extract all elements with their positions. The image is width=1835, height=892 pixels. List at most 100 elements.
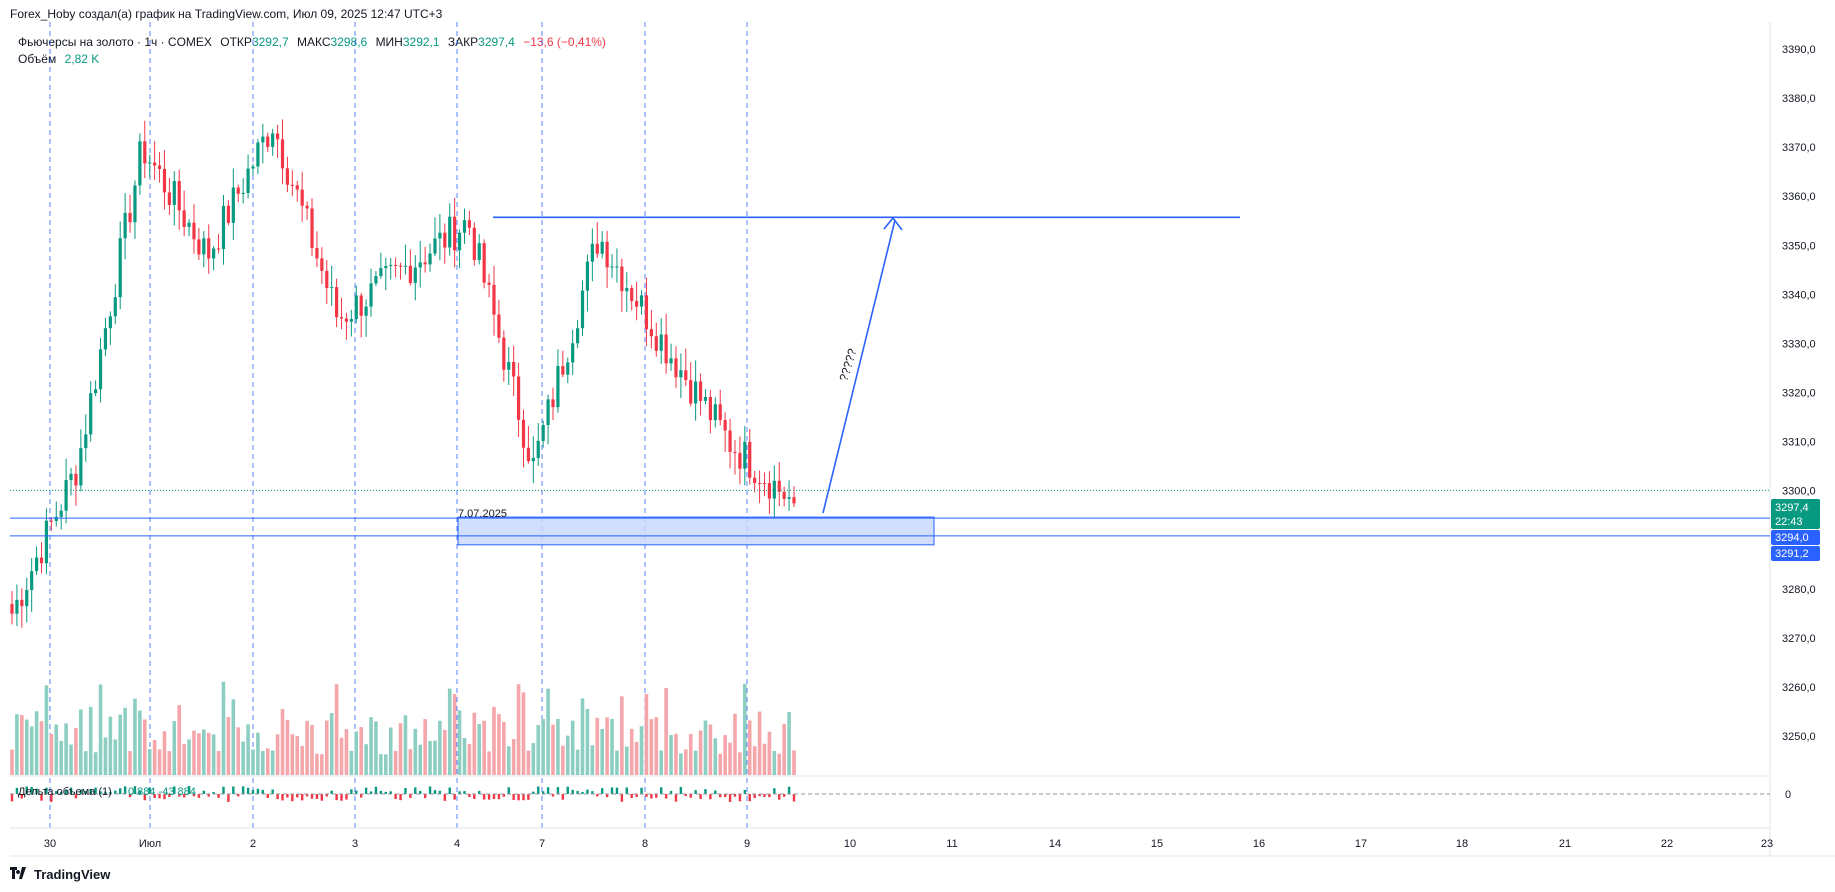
- candle-body: [261, 136, 265, 143]
- volume-bar: [211, 734, 216, 775]
- time-tick-label: 30: [44, 838, 56, 850]
- delta-bar: [133, 786, 137, 794]
- delta-bar: [359, 794, 363, 798]
- volume-bar: [83, 751, 88, 775]
- candle-body: [595, 243, 599, 254]
- time-tick-label: 3: [352, 838, 358, 850]
- volume-legend[interactable]: Объём 2,82 K: [18, 52, 99, 66]
- delta-bar: [650, 794, 653, 799]
- symbol-legend[interactable]: Фьючерсы на золото · 1ч · COMEX ОТКР3292…: [18, 35, 606, 49]
- candle-body: [566, 362, 570, 375]
- time-axis-ticks: 30 Июл 2 3 4 7 8 9 10 11 14 15 16 17 18 21 22 23: [44, 838, 1773, 850]
- volume-bar: [669, 734, 673, 775]
- volume-bar: [54, 724, 59, 775]
- candle-body: [325, 270, 329, 288]
- candle-body: [374, 276, 378, 284]
- volume-bar: [408, 749, 413, 775]
- delta-bar: [227, 794, 230, 802]
- delta-bar: [94, 787, 97, 794]
- tradingview-logo-icon: [10, 866, 30, 882]
- delta-bar: [320, 794, 324, 801]
- candle-body: [339, 317, 344, 319]
- delta-bar: [704, 789, 707, 794]
- volume-bar: [688, 733, 693, 775]
- delta-bar: [217, 794, 220, 798]
- candle-body: [148, 162, 152, 164]
- price-tick-label: 3390,0: [1782, 44, 1816, 56]
- candle-body: [674, 358, 678, 378]
- volume-bar: [541, 719, 545, 775]
- volume-bar: [683, 749, 688, 775]
- candle-body: [575, 328, 580, 344]
- volume-bar: [59, 740, 63, 775]
- candle-body: [197, 239, 201, 255]
- candle-body: [521, 419, 526, 448]
- volume-bar: [24, 719, 29, 775]
- delta-bar: [261, 789, 265, 794]
- volume-bar: [747, 720, 752, 775]
- demand-zone[interactable]: [457, 516, 935, 546]
- volume-bar: [403, 715, 408, 775]
- low-value: 3292,1: [402, 35, 440, 49]
- volume-bar: [664, 687, 668, 775]
- volume-bar: [138, 710, 142, 775]
- delta-bar: [433, 790, 437, 794]
- delta-bar: [507, 787, 510, 794]
- volume-bar: [202, 729, 206, 775]
- tradingview-logo[interactable]: TradingView: [10, 866, 110, 882]
- volume-bar: [231, 699, 236, 775]
- delta-bar: [182, 794, 186, 798]
- candle-body: [94, 389, 98, 394]
- delta-bar: [743, 789, 747, 794]
- volume-bar: [428, 740, 432, 775]
- delta-bar: [158, 794, 161, 799]
- volume-bar: [708, 724, 713, 775]
- delta-bar: [527, 794, 530, 800]
- candle-body: [428, 253, 432, 265]
- volume-bar: [600, 728, 604, 775]
- volume-bar: [69, 744, 73, 775]
- delta-bar: [792, 794, 796, 802]
- candle-body: [694, 381, 698, 404]
- volume-bar: [15, 714, 19, 775]
- time-tick-label: 15: [1151, 838, 1163, 850]
- delta-bar: [586, 789, 589, 794]
- volume-bar: [275, 734, 280, 775]
- delta-bar: [237, 794, 240, 797]
- delta-bar: [502, 794, 506, 797]
- volume-bar: [477, 724, 482, 775]
- projection-arrow[interactable]: [822, 219, 896, 514]
- delta-bar: [350, 789, 353, 794]
- volume-bar: [423, 719, 427, 775]
- time-tick-label: 11: [946, 838, 957, 850]
- candle-body: [98, 349, 103, 390]
- candle-body: [561, 366, 565, 375]
- price-tick-label: 3370,0: [1782, 142, 1816, 154]
- candle-body: [787, 497, 791, 499]
- candle-body: [394, 264, 398, 266]
- delta-bar: [773, 788, 776, 794]
- price-tick-label: 3310,0: [1782, 437, 1816, 449]
- candle-body: [246, 168, 250, 193]
- candle-body: [384, 266, 388, 269]
- delta-bar: [55, 790, 58, 794]
- candle-body: [556, 366, 560, 408]
- candle-body: [187, 222, 191, 227]
- delta-bar: [178, 794, 181, 797]
- price-tick-label: 3350,0: [1782, 240, 1816, 252]
- volume-bar: [595, 717, 600, 775]
- volume-bar: [344, 729, 349, 775]
- candle-body: [275, 133, 280, 140]
- volume-bar: [128, 751, 132, 775]
- delta-bar: [551, 794, 555, 797]
- delta-bar: [291, 794, 294, 802]
- candle-body: [516, 376, 521, 420]
- candle-body: [462, 220, 467, 233]
- time-tick-label: Июл: [139, 838, 161, 850]
- volume-bar: [723, 735, 727, 775]
- delta-bar: [364, 787, 368, 794]
- candle-body: [10, 603, 14, 614]
- delta-bar: [517, 794, 520, 801]
- candle-body: [49, 520, 53, 522]
